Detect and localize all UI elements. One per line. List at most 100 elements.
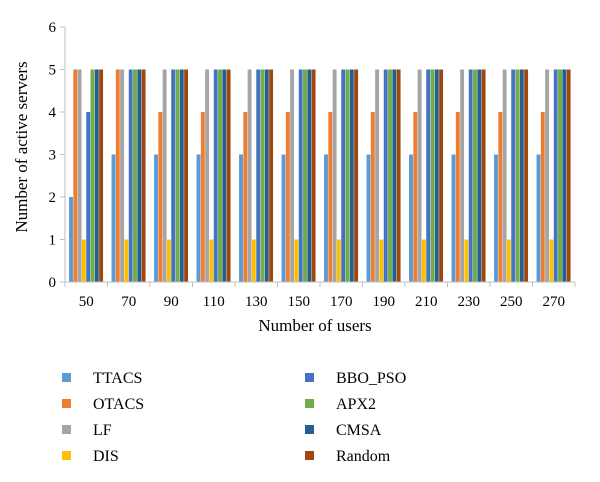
- y-tick-label: 0: [49, 275, 57, 291]
- bar-dis-110: [209, 239, 214, 282]
- bar-dis-210: [421, 239, 426, 282]
- legend: TTACS OTACS LF DIS BBO_PSO APX2 CMSA Random: [62, 370, 406, 465]
- bar-apx2-90: [175, 69, 180, 282]
- bar-ttacs-70: [111, 154, 116, 282]
- x-axis-title: Number of users: [258, 316, 371, 335]
- bar-apx2-150: [303, 69, 307, 282]
- bar-random-210: [439, 69, 444, 282]
- x-tick-label: 270: [543, 294, 566, 310]
- bar-lf-110: [205, 69, 210, 282]
- bar-random-110: [226, 69, 231, 282]
- bar-lf-90: [162, 69, 167, 282]
- y-tick-label: 2: [49, 190, 57, 206]
- bar-random-50: [99, 69, 104, 282]
- bar-otacs-190: [370, 112, 375, 282]
- bar-ttacs-50: [69, 197, 73, 282]
- bar-dis-190: [379, 239, 384, 282]
- bar-cmsa-110: [222, 69, 227, 282]
- bar-cmsa-230: [477, 69, 482, 282]
- bar-dis-130: [251, 239, 256, 282]
- bar-cmsa-130: [264, 69, 269, 282]
- legend-swatch: [62, 399, 71, 408]
- bar-dis-170: [336, 239, 341, 282]
- legend-label: TTACS: [93, 370, 142, 387]
- legend-label: LF: [93, 422, 112, 439]
- y-tick-label: 3: [49, 148, 57, 164]
- bar-otacs-210: [413, 112, 418, 282]
- bar-apx2-230: [473, 69, 477, 282]
- legend-label: BBO_PSO: [336, 370, 406, 387]
- bar-ttacs-110: [196, 154, 201, 282]
- bar-ttacs-170: [324, 154, 328, 282]
- bar-apx2-70: [133, 69, 137, 282]
- bar-ttacs-90: [154, 154, 158, 282]
- bar-bbo-pso-230: [468, 69, 473, 282]
- bar-cmsa-50: [94, 69, 99, 282]
- plot-area: [69, 69, 571, 282]
- x-tick-label: 190: [373, 294, 396, 310]
- bar-cmsa-190: [392, 69, 397, 282]
- bar-cmsa-250: [519, 69, 524, 282]
- bar-apx2-250: [515, 69, 520, 282]
- bar-apx2-170: [345, 69, 350, 282]
- legend-label: APX2: [336, 396, 376, 413]
- bar-otacs-230: [455, 112, 460, 282]
- x-tick-label: 170: [330, 294, 353, 310]
- x-tick-label: 90: [164, 294, 179, 310]
- x-axis: 50 70 90 110 130 150 170 190 210 230 250 270: [64, 281, 576, 310]
- x-tick-label: 210: [415, 294, 438, 310]
- bar-random-130: [269, 69, 274, 282]
- y-axis-title: Number of active servers: [12, 61, 31, 232]
- bar-otacs-270: [540, 112, 545, 282]
- bar-ttacs-150: [281, 154, 286, 282]
- bar-random-150: [311, 69, 316, 282]
- bar-random-230: [481, 69, 486, 282]
- legend-swatch: [305, 373, 314, 382]
- legend-swatch: [305, 451, 314, 460]
- y-tick-label: 5: [49, 63, 57, 79]
- bar-dis-70: [124, 239, 129, 282]
- bar-dis-150: [294, 239, 299, 282]
- bar-apx2-50: [90, 69, 95, 282]
- x-tick-label: 250: [500, 294, 523, 310]
- bar-dis-270: [549, 239, 554, 282]
- legend-swatch: [62, 425, 71, 434]
- bar-cmsa-150: [307, 69, 312, 282]
- y-tick-label: 6: [49, 20, 57, 36]
- bar-random-190: [396, 69, 401, 282]
- bar-lf-210: [417, 69, 422, 282]
- legend-swatch: [62, 373, 71, 382]
- bar-apx2-210: [430, 69, 435, 282]
- x-tick-label: 230: [458, 294, 481, 310]
- bar-lf-150: [290, 69, 295, 282]
- legend-label: DIS: [93, 448, 119, 465]
- bar-lf-230: [460, 69, 465, 282]
- bar-bbo-pso-150: [298, 69, 303, 282]
- legend-label: OTACS: [93, 396, 144, 413]
- bar-lf-270: [545, 69, 550, 282]
- bar-random-250: [524, 69, 529, 282]
- bar-otacs-250: [498, 112, 503, 282]
- bar-bbo-pso-190: [383, 69, 388, 282]
- bar-otacs-130: [243, 112, 248, 282]
- bar-cmsa-90: [179, 69, 184, 282]
- bar-lf-130: [247, 69, 252, 282]
- bar-dis-230: [464, 239, 469, 282]
- bar-cmsa-170: [349, 69, 354, 282]
- bar-lf-170: [332, 69, 337, 282]
- bar-otacs-110: [200, 112, 205, 282]
- bar-dis-250: [506, 239, 511, 282]
- x-tick-label: 70: [121, 294, 136, 310]
- legend-swatch: [305, 399, 314, 408]
- bar-lf-70: [120, 69, 125, 282]
- x-tick-label: 50: [79, 294, 94, 310]
- legend-swatch: [305, 425, 314, 434]
- bar-apx2-270: [558, 69, 562, 282]
- bar-bbo-pso-130: [256, 69, 261, 282]
- bar-otacs-90: [158, 112, 163, 282]
- bar-apx2-130: [260, 69, 265, 282]
- bar-dis-90: [166, 239, 171, 282]
- bar-lf-250: [502, 69, 507, 282]
- bar-bbo-pso-110: [213, 69, 218, 282]
